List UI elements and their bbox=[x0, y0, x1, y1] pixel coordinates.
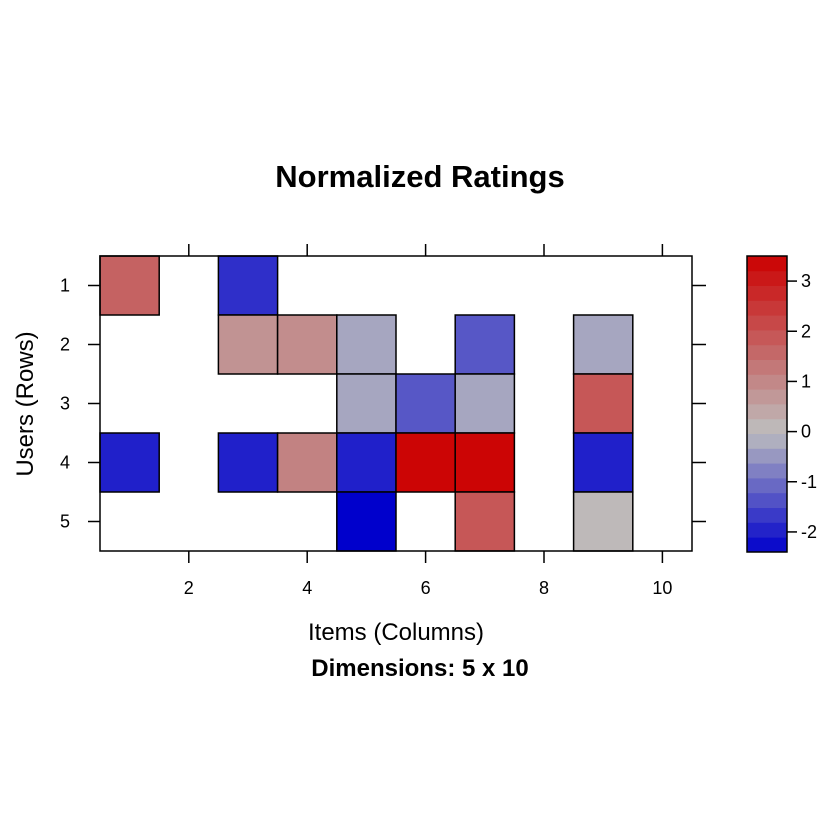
heatmap-cell-r4-c6 bbox=[395, 432, 456, 493]
heatmap-cell-r2-c7 bbox=[454, 314, 516, 375]
colorbar-tick-label-3: 3 bbox=[801, 271, 811, 291]
colorbar-band-11 bbox=[747, 389, 787, 405]
heatmap-cell-r4-c5 bbox=[336, 432, 397, 493]
y-axis-title: Users (Rows) bbox=[12, 331, 39, 476]
heatmap-cell-r4-c1 bbox=[99, 432, 160, 493]
colorbar-band-20 bbox=[747, 256, 787, 272]
dimensions-label: Dimensions: 5 x 10 bbox=[311, 655, 528, 682]
colorbar-band-1 bbox=[747, 537, 787, 553]
heatmap-cell-r5-c5 bbox=[336, 491, 397, 552]
colorbar-band-12 bbox=[747, 374, 787, 390]
heatmap-cells bbox=[99, 255, 634, 552]
y-tick-label-3: 3 bbox=[60, 394, 70, 414]
x-tick-label-2: 2 bbox=[184, 578, 194, 598]
colorbar-band-2 bbox=[747, 522, 787, 538]
x-tick-label-10: 10 bbox=[652, 578, 672, 598]
heatmap-cell-r3-c6 bbox=[395, 373, 456, 434]
colorbar-band-14 bbox=[747, 344, 787, 360]
y-tick-label-5: 5 bbox=[60, 512, 70, 532]
y-tick-label-2: 2 bbox=[60, 335, 70, 355]
colorbar-band-18 bbox=[747, 285, 787, 301]
colorbar-tick-label-0: 0 bbox=[801, 422, 811, 442]
colorbar-tick-label-1: 1 bbox=[801, 371, 811, 391]
x-tick-label-8: 8 bbox=[539, 578, 549, 598]
heatmap-cell-r3-c9 bbox=[572, 373, 634, 434]
x-tick-label-4: 4 bbox=[302, 578, 312, 598]
colorbar-band-4 bbox=[747, 492, 787, 508]
colorbar-band-10 bbox=[747, 404, 787, 420]
heatmap-cell-r5-c7 bbox=[454, 491, 516, 552]
heatmap-cell-r2-c4 bbox=[276, 314, 338, 375]
y-tick-label-1: 1 bbox=[60, 276, 70, 296]
heatmap-cell-r2-c9 bbox=[572, 314, 634, 375]
colorbar-band-16 bbox=[747, 315, 787, 331]
colorbar-band-17 bbox=[747, 300, 787, 316]
colorbar-border bbox=[746, 255, 788, 553]
x-axis-title: Items (Columns) bbox=[308, 619, 484, 646]
heatmap-cell-r2-c5 bbox=[336, 314, 397, 375]
heatmap-cell-r4-c7 bbox=[454, 432, 516, 493]
colorbar: -2 -1 0 1 2 3 bbox=[746, 255, 817, 553]
heatmap-cell-r3-c5 bbox=[336, 373, 397, 434]
heatmap-cell-r4-c9 bbox=[572, 432, 634, 493]
colorbar-tick-label--2: -2 bbox=[801, 522, 817, 542]
colorbar-band-13 bbox=[747, 359, 787, 375]
chart-title: Normalized Ratings bbox=[275, 159, 564, 194]
heatmap-cell-r4-c4 bbox=[276, 432, 338, 493]
colorbar-band-6 bbox=[747, 463, 787, 479]
colorbar-tick-label--1: -1 bbox=[801, 472, 817, 492]
colorbar-band-15 bbox=[747, 330, 787, 346]
y-tick-label-4: 4 bbox=[60, 453, 70, 473]
colorbar-band-9 bbox=[747, 418, 787, 434]
heatmap-cell-r5-c9 bbox=[572, 491, 634, 552]
heatmap-cell-r3-c7 bbox=[454, 373, 516, 434]
heatmap-cell-r2-c3 bbox=[217, 314, 279, 375]
colorbar-band-7 bbox=[747, 448, 787, 464]
heatmap-cell-r1-c3 bbox=[217, 255, 279, 316]
heatmap-cell-r1-c1 bbox=[99, 255, 160, 316]
colorbar-band-5 bbox=[747, 478, 787, 494]
heatmap-cell-r4-c3 bbox=[217, 432, 279, 493]
x-tick-label-6: 6 bbox=[421, 578, 431, 598]
colorbar-band-19 bbox=[747, 270, 787, 286]
colorbar-band-3 bbox=[747, 507, 787, 523]
colorbar-tick-label-2: 2 bbox=[801, 321, 811, 341]
colorbar-band-8 bbox=[747, 433, 787, 449]
